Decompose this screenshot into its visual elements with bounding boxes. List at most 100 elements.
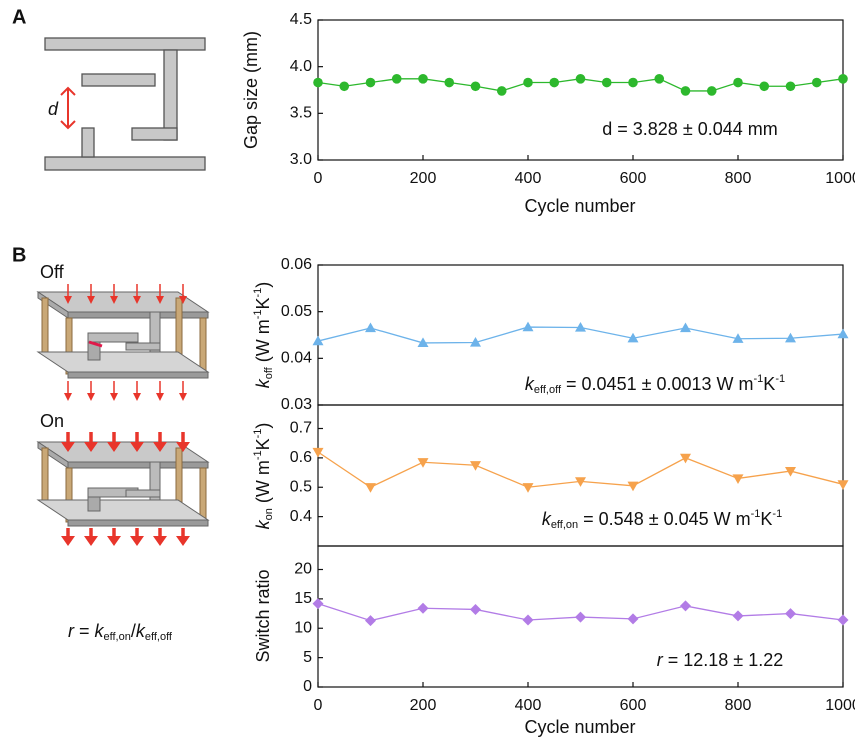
data-point [470, 336, 481, 347]
data-point [365, 77, 376, 88]
y-tick-label: 0.7 [290, 420, 312, 437]
y-axis-title: kon (W m-1K-1) [252, 423, 275, 530]
y-tick-label: 0.05 [281, 303, 312, 320]
data-point [444, 77, 455, 88]
data-point [549, 77, 560, 88]
x-axis-title: Cycle number [524, 717, 635, 737]
data-point [575, 74, 586, 84]
data-point [312, 335, 324, 346]
y-tick-label: 0.6 [290, 449, 312, 466]
ratio-formula: r = keff,on/keff,off [68, 621, 173, 643]
data-point [785, 608, 796, 620]
on-device [36, 432, 210, 546]
data-point [339, 81, 350, 92]
data-point [470, 461, 481, 471]
data-point [837, 614, 849, 626]
data-point [628, 77, 638, 88]
data-point [365, 483, 376, 493]
x-tick-label: 600 [620, 697, 647, 714]
x-tick-label: 600 [620, 170, 647, 187]
y-axis-title: koff (W m-1K-1) [252, 282, 275, 389]
data-point [785, 466, 796, 477]
annotation: keff,on = 0.548 ± 0.045 W m-1K-1 [542, 508, 782, 531]
x-tick-label: 200 [410, 697, 437, 714]
data-point [575, 322, 586, 332]
data-point [654, 74, 665, 84]
data-point [759, 81, 770, 92]
data-point [470, 603, 481, 615]
data-point [732, 474, 744, 484]
data-point [365, 615, 376, 627]
x-tick-label: 800 [725, 170, 752, 187]
annotation: keff,off = 0.0451 ± 0.0013 W m-1K-1 [525, 373, 785, 396]
off-label: Off [40, 262, 65, 282]
gap-label: d [48, 99, 59, 119]
y-tick-label: 4.5 [290, 11, 312, 28]
data-point [785, 81, 796, 92]
data-point [391, 74, 402, 84]
gap-diagram [44, 37, 206, 171]
data-point [680, 600, 691, 612]
data-point [312, 447, 324, 458]
data-point [680, 86, 691, 96]
x-tick-label: 0 [314, 697, 323, 714]
data-point [601, 77, 612, 88]
data-point [522, 321, 534, 332]
y-tick-label: 3.5 [290, 105, 312, 122]
data-point [417, 602, 429, 614]
annotation: r = 12.18 ± 1.22 [657, 650, 783, 670]
y-tick-label: 0.04 [281, 350, 312, 367]
data-point [575, 477, 586, 487]
y-tick-label: 4.0 [290, 58, 312, 75]
data-point [470, 81, 481, 92]
data-point [496, 86, 507, 96]
panel-label: A [12, 6, 26, 28]
y-tick-label: 0.03 [281, 396, 312, 413]
y-tick-label: 0.4 [290, 508, 312, 525]
panel-label: B [12, 244, 26, 266]
data-point [523, 77, 533, 88]
data-point [417, 337, 429, 348]
x-tick-label: 400 [515, 697, 542, 714]
data-point [680, 322, 691, 333]
annotation: d = 3.828 ± 0.044 mm [602, 119, 777, 139]
y-tick-label: 3.0 [290, 151, 312, 168]
data-point [417, 458, 429, 468]
plot-frame [317, 19, 844, 161]
y-tick-label: 0.5 [290, 478, 312, 495]
data-point [733, 77, 743, 88]
y-axis-title: Switch ratio [253, 569, 273, 662]
y-tick-label: 0.06 [281, 256, 312, 273]
off-device [36, 284, 210, 401]
data-point [732, 610, 744, 622]
data-point [365, 322, 376, 333]
y-tick-label: 20 [294, 561, 312, 578]
y-tick-label: 5 [303, 649, 312, 666]
data-point [732, 333, 744, 343]
data-point [575, 611, 586, 623]
data-point [785, 332, 796, 343]
data-point [627, 332, 639, 343]
x-axis-title: Cycle number [524, 196, 635, 216]
x-tick-label: 0 [314, 170, 323, 187]
data-point [837, 328, 849, 339]
data-point [418, 74, 428, 84]
data-point [838, 74, 848, 84]
y-tick-label: 0 [303, 678, 312, 695]
x-tick-label: 200 [410, 170, 437, 187]
data-point [837, 480, 849, 490]
x-tick-label: 800 [725, 697, 752, 714]
data-point [312, 598, 324, 610]
data-point [627, 481, 639, 492]
data-point [811, 77, 822, 88]
data-point [522, 614, 534, 626]
data-point [706, 86, 717, 96]
on-label: On [40, 411, 64, 431]
data-point [680, 453, 691, 464]
data-point [313, 77, 323, 88]
y-tick-label: 15 [294, 590, 312, 607]
y-axis-title: Gap size (mm) [241, 31, 261, 149]
